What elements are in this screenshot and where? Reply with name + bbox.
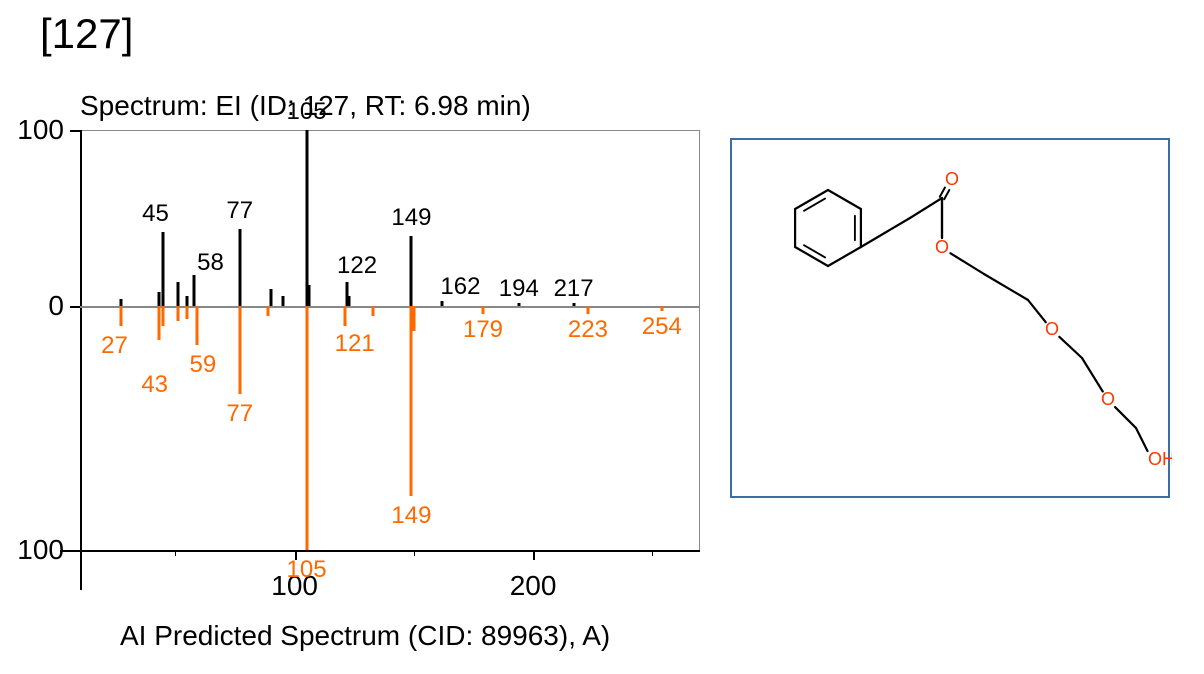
peak-label: 105 [287, 98, 327, 126]
predicted-peak [410, 306, 413, 496]
experimental-peak [441, 301, 444, 306]
y-tick-label: 100 [0, 114, 64, 146]
predicted-peak [412, 306, 415, 330]
peak-label: 77 [226, 400, 253, 428]
y-tick [70, 130, 80, 132]
experimental-peak [193, 275, 196, 307]
x-axis [60, 550, 700, 552]
peak-label: 43 [141, 371, 168, 399]
svg-text:O: O [1045, 319, 1059, 339]
predicted-peak [162, 306, 165, 325]
experimental-peak [157, 292, 160, 306]
y-axis [80, 130, 82, 590]
peak-label: 27 [101, 332, 128, 360]
x-tick [533, 550, 535, 560]
predicted-peak [157, 306, 160, 340]
x-tick-label: 200 [510, 570, 557, 602]
experimental-peak [238, 229, 241, 307]
peak-label: 58 [197, 249, 224, 277]
experimental-peak [281, 296, 284, 307]
y-tick [70, 550, 80, 552]
experimental-peak [162, 232, 165, 306]
experimental-peak [348, 296, 351, 307]
experimental-peak [307, 285, 310, 306]
svg-text:O: O [945, 169, 959, 189]
predicted-peak [195, 306, 198, 345]
y-tick-label: 100 [0, 534, 64, 566]
experimental-peak [269, 289, 272, 307]
peak-label: 59 [189, 351, 216, 379]
experimental-peak [119, 299, 122, 306]
molecule-svg: O O O O OH [732, 140, 1172, 500]
peak-label: 217 [554, 275, 594, 303]
svg-text:O: O [1101, 389, 1115, 409]
predicted-peak [267, 306, 270, 316]
experimental-peak [186, 296, 189, 307]
peak-label: 223 [568, 316, 608, 344]
predicted-peak [586, 306, 589, 313]
predicted-peak [305, 306, 308, 550]
x-tick-minor [652, 550, 653, 556]
x-tick-minor [414, 550, 415, 556]
peak-label: 121 [335, 330, 375, 358]
predicted-peak [176, 306, 179, 321]
predicted-peak [372, 306, 375, 316]
svg-text:O: O [935, 237, 949, 257]
y-tick-label: 0 [0, 290, 64, 322]
predicted-peak [186, 306, 189, 318]
x-tick-minor [175, 550, 176, 556]
page-heading: [127] [40, 10, 133, 58]
predicted-peak [238, 306, 241, 394]
predicted-peak [343, 306, 346, 325]
peak-label: 77 [226, 197, 253, 225]
baseline [80, 306, 700, 308]
experimental-peak [176, 282, 179, 307]
xaxis-label: AI Predicted Spectrum (CID: 89963), A) [120, 620, 610, 652]
peak-label: 179 [463, 316, 503, 344]
experimental-peak [572, 303, 575, 307]
experimental-peak [410, 236, 413, 307]
peak-label: 105 [287, 556, 327, 584]
peak-label: 122 [337, 252, 377, 280]
y-tick [70, 306, 80, 308]
peak-label: 149 [391, 502, 431, 530]
predicted-peak [119, 306, 122, 325]
experimental-peak [517, 303, 520, 307]
experimental-peak [305, 130, 308, 306]
structure-panel: O O O O OH [730, 138, 1170, 498]
svg-text:OH: OH [1148, 449, 1172, 469]
peak-label: 149 [391, 204, 431, 232]
peak-label: 194 [499, 275, 539, 303]
predicted-peak [660, 306, 663, 311]
peak-label: 45 [142, 200, 169, 228]
peak-label: 254 [642, 313, 682, 341]
peak-label: 162 [440, 273, 480, 301]
predicted-peak [482, 306, 485, 313]
